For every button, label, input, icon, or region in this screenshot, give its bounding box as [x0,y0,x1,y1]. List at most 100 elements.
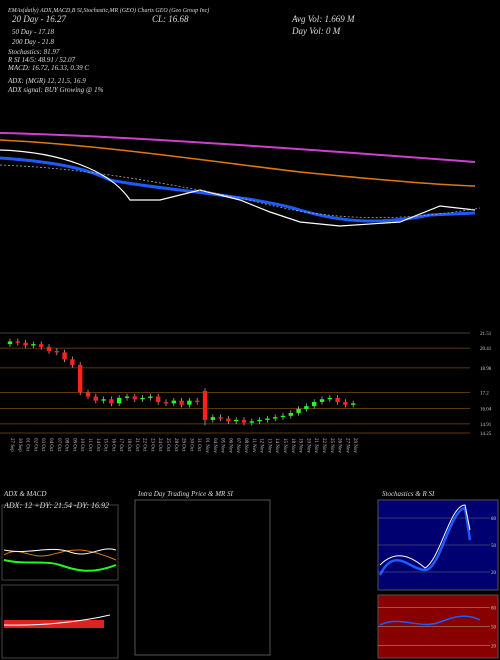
x-tick-label: 20 Nov [305,438,310,453]
candle [343,402,348,405]
candle [327,397,332,400]
rsi-tick: 50 [491,626,497,631]
y-tick-label: 18.98 [480,367,492,372]
ema50-line [0,139,476,187]
y-tick-label: 21.51 [480,332,492,337]
y-tick-label: 14.25 [480,432,492,437]
stoch-tick: 50 [491,544,497,549]
candle [280,415,286,418]
x-tick-label: 08 Nov [243,438,248,453]
candle [7,341,13,345]
x-tick-label: 06 Nov [227,438,232,453]
candle [257,419,262,422]
candle [39,344,44,347]
candle [101,399,106,401]
adx-plus [3,559,117,572]
ema200-line [0,132,476,163]
candle [195,400,200,403]
ema200: 200 Day - 21.8 [12,38,54,46]
candle [171,400,176,404]
candle [85,392,91,397]
candle [202,390,208,420]
adx-values: ADX: 12 +DY: 21.54 -DY: 16.92 [3,501,109,510]
x-tick-label: 01 Nov [204,438,209,453]
day-vol: Day Vol: 0 M [291,26,341,36]
candle [15,341,20,343]
candle [335,397,340,403]
x-tick-label: 23 Oct [149,438,154,452]
intraday-panel [134,499,271,656]
stoch-title: Stochastics & R SI [382,490,435,498]
x-tick-label: 04 Nov [212,438,217,453]
candle [132,396,137,400]
x-tick-label: 11 Nov [251,438,256,453]
avg-vol: Avg Vol: 1.669 M [291,14,355,24]
x-tick-label: 21 Oct [134,438,139,452]
stoch-k [378,506,472,576]
x-tick-label: 02 Oct [32,438,37,452]
candle [124,396,130,398]
y-tick-label: 16.04 [480,407,492,412]
x-tick-label: 22 Nov [321,438,326,453]
macd-line [3,614,111,626]
x-tick-label: 15 Oct [103,438,108,452]
candle [234,419,239,422]
x-tick-label: 19 Nov [298,438,303,453]
x-tick-label: 09 Oct [71,438,76,452]
rsi-tick: 80 [491,607,497,612]
x-tick-label: 18 Nov [290,438,295,453]
y-tick-label: 20.41 [480,347,492,352]
x-tick-label: 21 Nov [313,438,318,453]
x-tick-label: 18 Oct [126,438,131,452]
candle [249,421,254,423]
candle [54,351,59,353]
x-tick-label: 30 Sep [17,438,22,452]
rsi: R SI 14/5: 48.91 / 52.07 [7,56,76,64]
ema50: 50 Day - 17.18 [12,28,54,36]
x-tick-label: 04 Oct [48,438,53,452]
x-tick-label: 31 Oct [196,438,201,452]
x-tick-label: 25 Nov [329,438,334,453]
x-tick-label: 28 Oct [173,438,178,452]
x-tick-label: 17 Oct [118,438,123,452]
signal-line [0,164,481,219]
candle [62,352,67,360]
candle [312,402,317,407]
y-tick-label: 17.2 [480,391,489,396]
adx-signal: ADX signal: BUY Growing @ 1% [7,86,104,94]
adx-panel [1,504,119,581]
x-tick-label: 16 Oct [110,438,115,452]
candle [148,396,153,398]
candle [319,399,325,403]
candle [179,400,184,405]
x-tick-label: 26 Nov [337,438,342,453]
y-tick-label: 14.91 [480,423,492,428]
candle [78,364,83,393]
x-tick-label: 07 Nov [235,438,240,453]
candle [296,408,301,414]
x-tick-label: 30 Oct [188,438,193,452]
rsi-tick: 20 [491,644,497,649]
stoch-tick: 20 [491,571,497,576]
intraday-title: Intra Day Trading Price & MR SI [137,490,234,498]
x-tick-label: 01 Oct [25,438,30,452]
candle [117,397,122,404]
stoch-tick: 80 [491,517,497,522]
x-tick-label: 25 Oct [165,438,170,452]
x-tick-label: 05 Nov [220,438,225,453]
x-tick-label: 12 Nov [259,438,264,453]
candle [140,397,145,400]
x-tick-label: 22 Oct [142,438,147,452]
x-tick-label: 27 Nov [344,438,349,453]
candle [288,413,293,416]
close: CL: 16.68 [152,14,189,24]
ema20: 20 Day - 16.27 [12,14,66,24]
x-tick-label: 14 Oct [95,438,100,452]
candle [304,406,309,409]
candle [187,400,192,405]
x-tick-label: 27 Sep [9,438,14,452]
candle [351,403,356,405]
candle [265,418,270,420]
adx-title: ADX & MACD [3,490,46,498]
